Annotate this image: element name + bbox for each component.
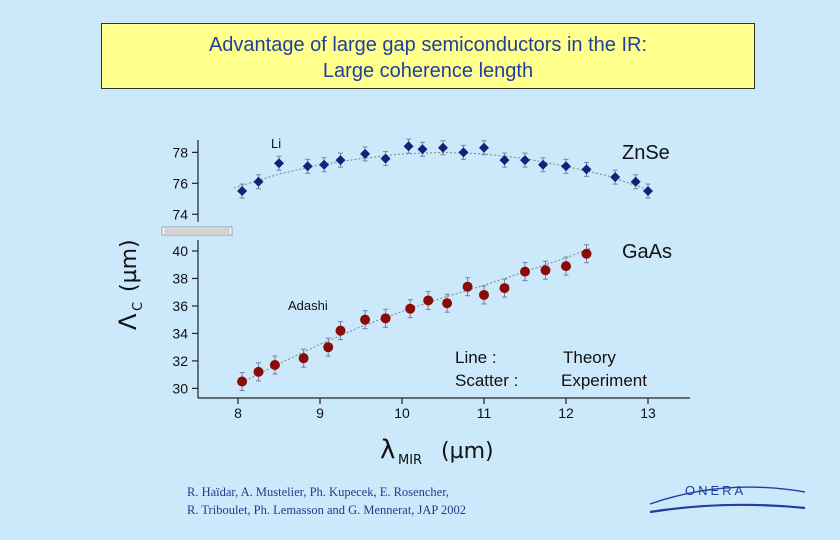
gaas-data-point bbox=[335, 325, 346, 336]
legend: Line : Theory Scatter : Experiment bbox=[455, 348, 647, 390]
znse-data-point bbox=[561, 161, 571, 172]
gaas-data-point bbox=[360, 314, 371, 325]
x-axis-label-subscript: MIR bbox=[398, 453, 422, 468]
znse-theory-label: Li bbox=[271, 136, 281, 151]
gaas-data-point bbox=[298, 353, 309, 364]
logo-arc-top bbox=[649, 486, 806, 505]
gaas-data-point bbox=[380, 313, 391, 324]
title-box: Advantage of large gap semiconductors in… bbox=[101, 23, 755, 89]
logo-text: ONERA bbox=[685, 483, 746, 498]
citation-line-2: R. Triboulet, Ph. Lemasson and G. Menner… bbox=[187, 503, 467, 517]
znse-data-point bbox=[438, 142, 448, 153]
znse-data-point bbox=[319, 159, 330, 170]
znse-data-point bbox=[581, 164, 592, 175]
upper-y-tick-label: 76 bbox=[172, 175, 188, 191]
lower-y-tick-label: 30 bbox=[172, 380, 188, 396]
gaas-data-point bbox=[405, 303, 416, 314]
gaas-data-point bbox=[479, 289, 489, 300]
legend-scatter-meaning: Experiment bbox=[561, 371, 647, 390]
lower-y-tick-label: 32 bbox=[172, 353, 188, 369]
x-tick-label: 10 bbox=[394, 405, 410, 421]
gaas-data-point bbox=[237, 376, 248, 387]
gaas-data-point bbox=[269, 360, 280, 371]
gaas-data-point bbox=[253, 366, 264, 377]
znse-data-point bbox=[538, 159, 549, 170]
upper-y-tick-label: 74 bbox=[172, 206, 188, 222]
x-axis-label: λ MIR (µm) bbox=[380, 435, 494, 468]
znse-data-point bbox=[380, 153, 391, 164]
gaas-data-point bbox=[442, 298, 453, 309]
gaas-data-point bbox=[423, 295, 434, 306]
gaas-data-point bbox=[540, 265, 551, 276]
x-tick-label: 13 bbox=[640, 405, 656, 421]
gaas-theory-label: Adashi bbox=[288, 298, 328, 313]
upper-y-ticks: 74 76 78 bbox=[172, 144, 198, 222]
y-axis-label-symbol: Λ bbox=[114, 313, 142, 330]
logo-arc-bottom bbox=[649, 503, 806, 514]
gaas-data-point bbox=[561, 261, 571, 272]
lower-y-tick-label: 38 bbox=[172, 270, 188, 286]
lower-y-ticks: 30 32 34 36 38 40 bbox=[172, 243, 198, 396]
legend-scatter-label: Scatter : bbox=[455, 371, 518, 390]
legend-line-label: Line : bbox=[455, 348, 497, 367]
lower-y-tick-label: 40 bbox=[172, 243, 188, 259]
znse-data-point bbox=[302, 161, 313, 172]
x-tick-label: 12 bbox=[558, 405, 574, 421]
y-axis-label-unit: (µm) bbox=[117, 239, 142, 292]
x-ticks: 8 9 10 11 12 13 bbox=[234, 398, 656, 421]
gaas-data-point bbox=[462, 281, 473, 292]
x-tick-label: 8 bbox=[234, 405, 242, 421]
citation-line-1: R. Haïdar, A. Mustelier, Ph. Kupecek, E.… bbox=[187, 485, 449, 499]
znse-data-point bbox=[335, 155, 346, 166]
znse-series-label: ZnSe bbox=[622, 142, 670, 164]
gaas-theory-line bbox=[237, 247, 591, 385]
title-line-2: Large coherence length bbox=[322, 60, 534, 82]
x-axis-label-unit: (µm) bbox=[441, 439, 494, 464]
znse-data-point bbox=[643, 186, 653, 197]
gaas-data-point bbox=[323, 342, 334, 353]
x-axis-label-symbol: λ bbox=[380, 435, 395, 465]
znse-data-point bbox=[417, 144, 428, 155]
znse-data-point bbox=[274, 158, 284, 169]
znse-data-point bbox=[479, 142, 489, 153]
title-line-1: Advantage of large gap semiconductors in… bbox=[208, 34, 648, 56]
y-axis-label-subscript: C bbox=[131, 302, 146, 311]
x-tick-label: 9 bbox=[316, 405, 324, 421]
gaas-data-point bbox=[499, 283, 510, 294]
citation: R. Haïdar, A. Mustelier, Ph. Kupecek, E.… bbox=[187, 483, 466, 519]
upper-y-tick-label: 78 bbox=[172, 144, 188, 160]
znse-data-point bbox=[360, 148, 371, 159]
znse-data-point bbox=[630, 176, 641, 187]
znse-data-point bbox=[253, 176, 264, 187]
znse-data-point bbox=[403, 141, 414, 152]
znse-data-point bbox=[499, 155, 510, 166]
lower-y-tick-label: 36 bbox=[172, 298, 188, 314]
y-axis-label: Λ C (µm) bbox=[114, 239, 146, 330]
gaas-data-point bbox=[581, 248, 592, 259]
onera-logo: ONERA bbox=[649, 483, 806, 514]
x-tick-label: 11 bbox=[477, 405, 492, 421]
znse-data-point bbox=[458, 147, 469, 158]
gaas-series-label: GaAs bbox=[622, 241, 672, 263]
znse-data-point bbox=[520, 155, 530, 166]
znse-theory-line bbox=[233, 151, 653, 192]
znse-data-point bbox=[610, 172, 621, 183]
lower-y-tick-label: 34 bbox=[172, 325, 188, 341]
znse-data-point bbox=[237, 186, 248, 197]
gaas-data-point bbox=[520, 266, 530, 277]
legend-line-meaning: Theory bbox=[563, 348, 616, 367]
